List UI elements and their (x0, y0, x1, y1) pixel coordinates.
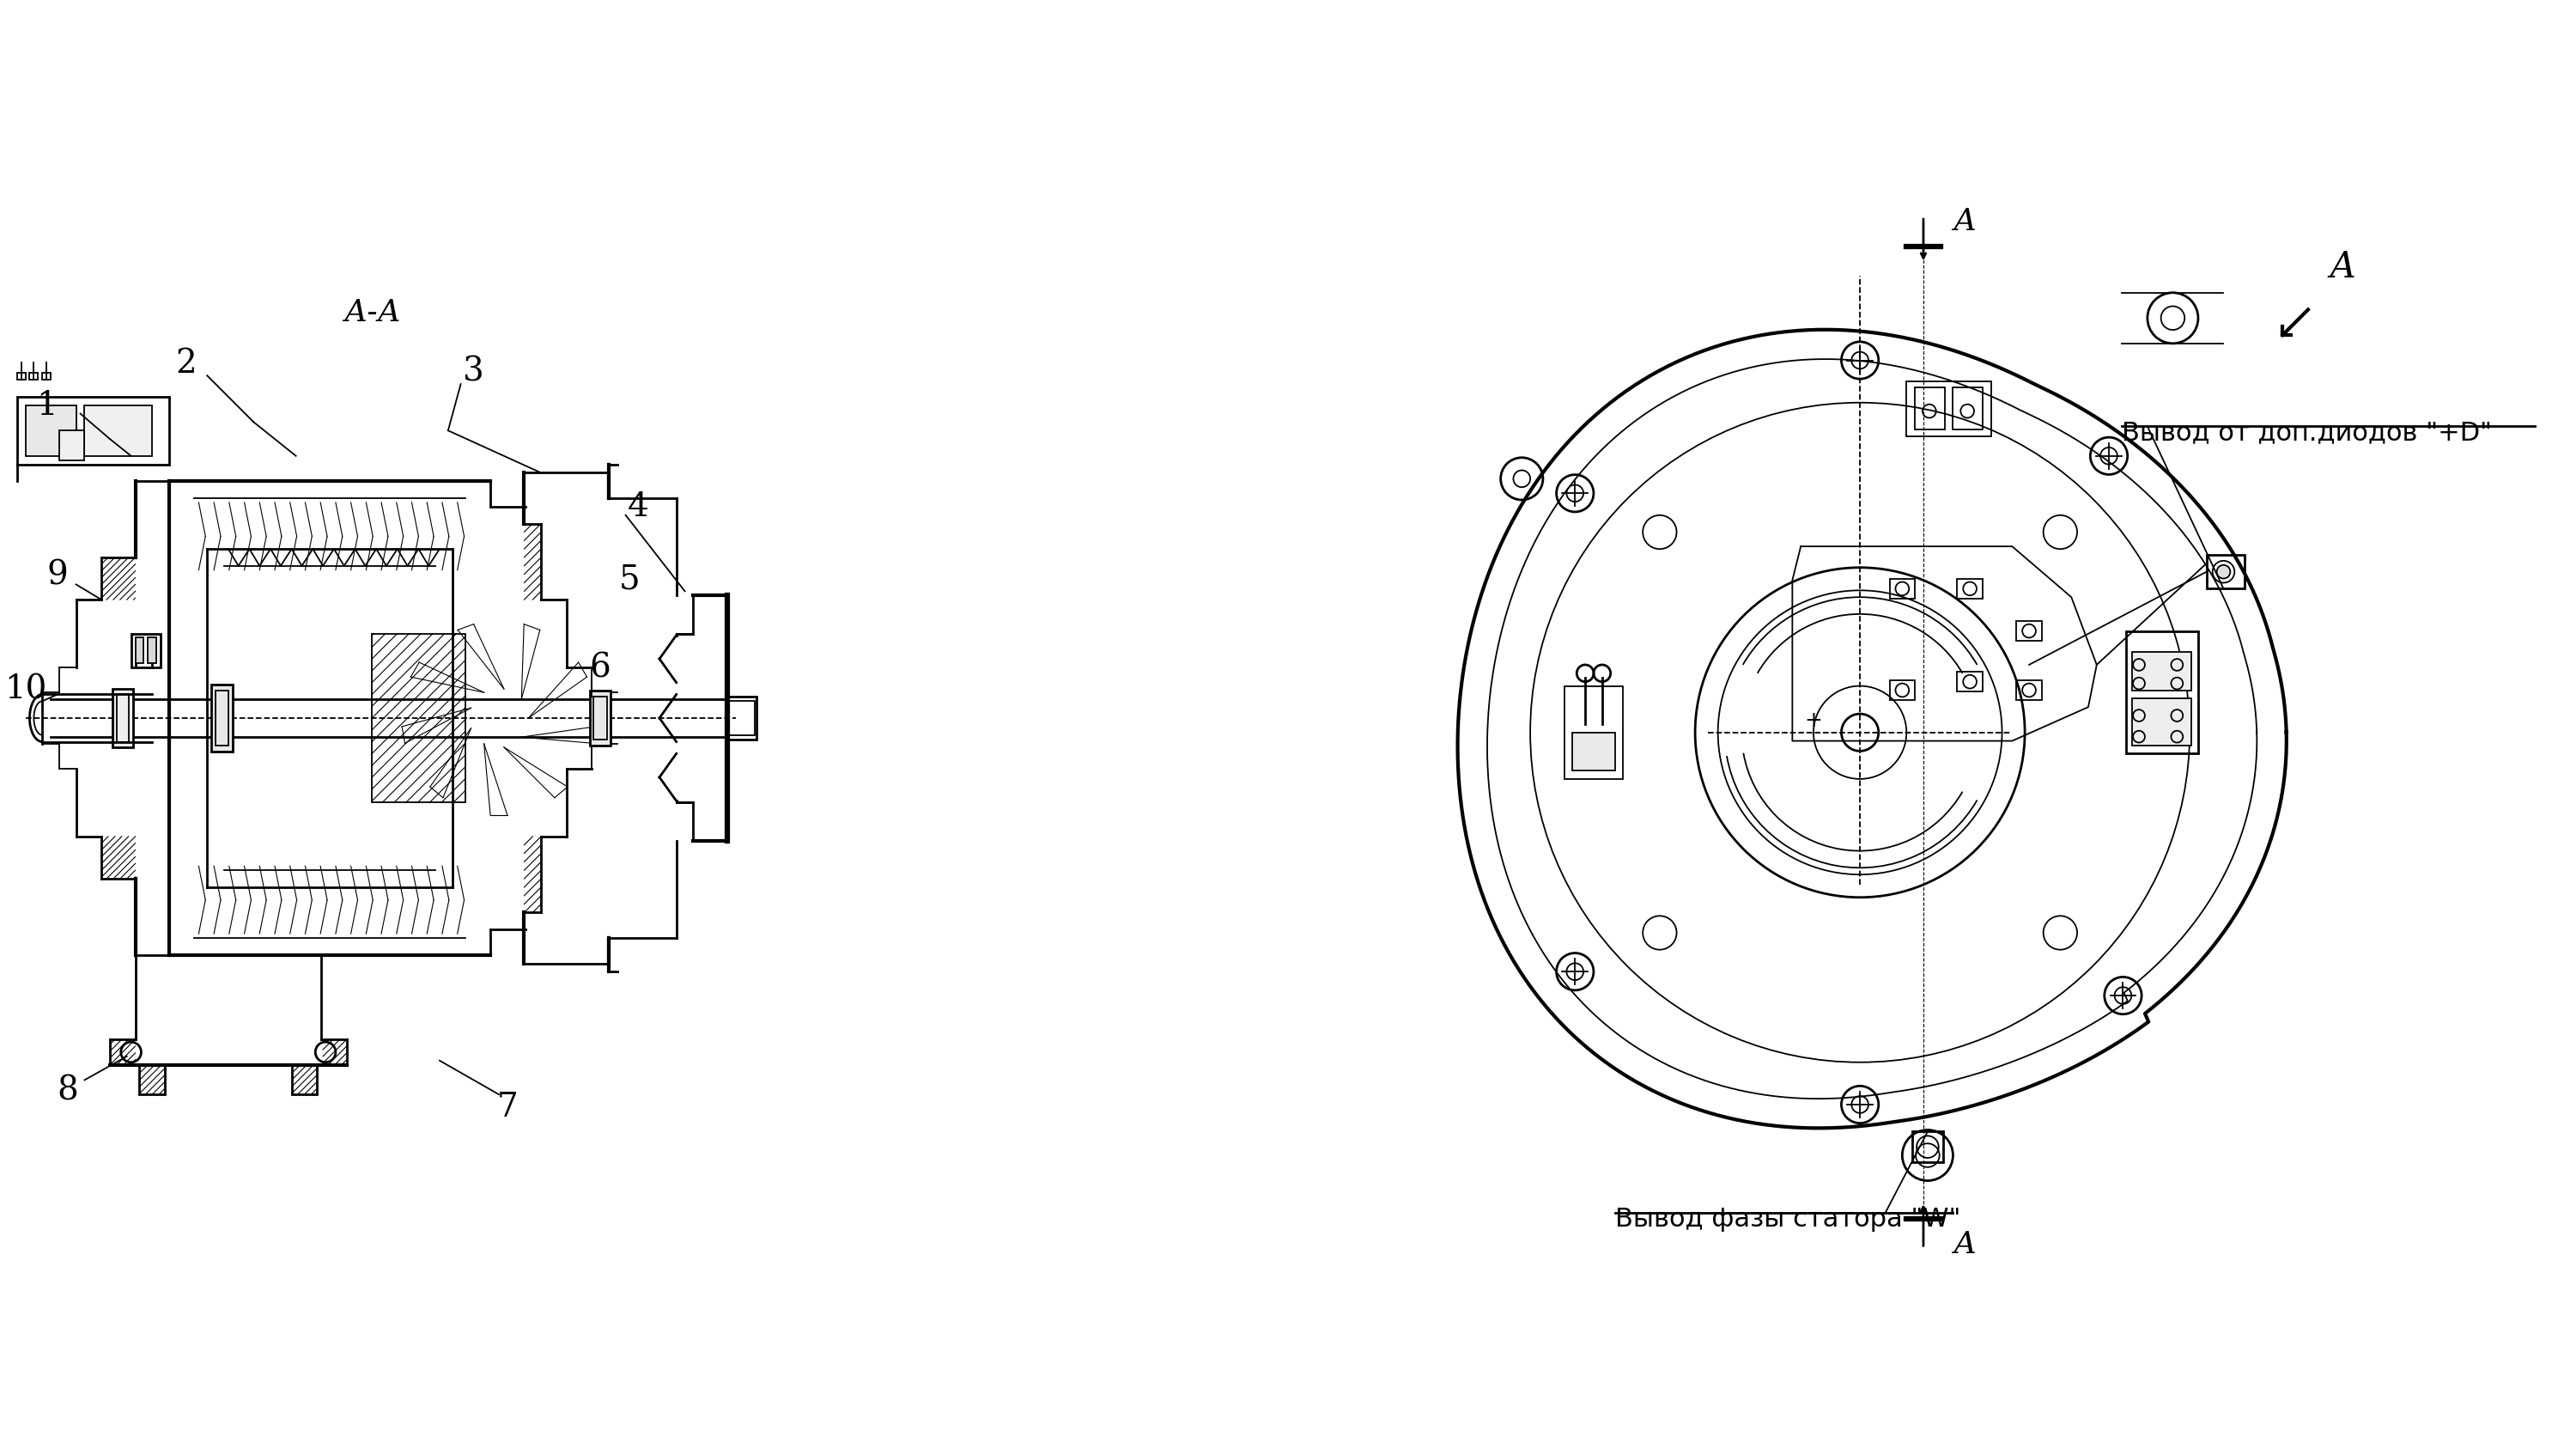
Bar (1571, 733, 1615, 770)
Bar (1958, 673, 1984, 693)
Bar (1914, 388, 1945, 430)
Bar (2133, 652, 2192, 691)
Bar (216, 691, 229, 746)
Bar (1958, 579, 1984, 599)
Text: 10: 10 (5, 673, 46, 704)
Bar (592, 697, 608, 740)
Bar (131, 634, 160, 668)
Text: 4: 4 (629, 491, 649, 523)
Text: 1: 1 (36, 389, 57, 421)
Text: 6: 6 (590, 652, 611, 684)
Bar (113, 688, 134, 749)
Bar (59, 431, 85, 461)
Text: А: А (2329, 249, 2357, 285)
Bar (2133, 698, 2192, 746)
Bar (2208, 555, 2244, 589)
Text: +: + (1806, 710, 1821, 730)
Bar (2125, 631, 2197, 754)
Bar (1891, 579, 1914, 599)
Bar (590, 691, 611, 746)
Text: А: А (1953, 1230, 1976, 1259)
Circle shape (2218, 566, 2231, 579)
Text: 3: 3 (464, 356, 484, 388)
Bar (291, 1065, 317, 1095)
Text: Вывод фазы статора "W": Вывод фазы статора "W" (1615, 1206, 1960, 1232)
Bar (18, 374, 26, 381)
Bar (1564, 687, 1623, 779)
Bar (1891, 681, 1914, 701)
Bar (2017, 621, 2043, 641)
Bar (41, 374, 52, 381)
Bar (18, 397, 170, 466)
Text: 5: 5 (618, 563, 641, 595)
Bar (85, 405, 152, 457)
Bar (2017, 681, 2043, 701)
Text: 2: 2 (175, 348, 196, 379)
Bar (729, 701, 755, 736)
Bar (1911, 1132, 1942, 1163)
Bar (726, 697, 757, 740)
Bar (116, 696, 129, 741)
Bar (137, 638, 144, 664)
Bar (26, 405, 77, 457)
Bar (147, 638, 157, 664)
Bar (1953, 388, 1984, 430)
Text: А-А: А-А (343, 299, 402, 328)
Text: Вывод от доп.диодов "+D": Вывод от доп.диодов "+D" (2123, 420, 2491, 445)
Bar (371, 634, 466, 803)
Bar (1906, 382, 1991, 437)
Text: 7: 7 (497, 1092, 518, 1124)
Text: А: А (1953, 207, 1976, 236)
Bar (139, 1065, 165, 1095)
Bar (28, 374, 39, 381)
Bar (211, 684, 232, 753)
Text: 9: 9 (46, 559, 67, 591)
Circle shape (1842, 714, 1878, 752)
Text: 8: 8 (57, 1075, 77, 1106)
